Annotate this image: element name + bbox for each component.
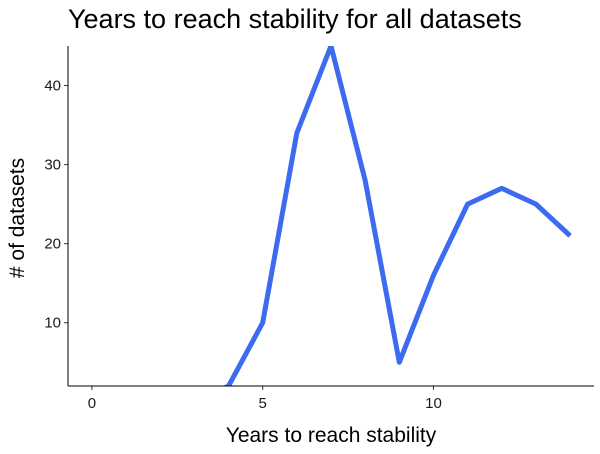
x-tick-label: 0 — [88, 395, 96, 412]
y-axis-label: # of datasets — [6, 157, 29, 279]
y-tick-label: 40 — [44, 78, 61, 95]
series-layer — [222, 46, 572, 386]
chart-title: Years to reach stability for all dataset… — [68, 4, 522, 34]
x-tick-label: 10 — [425, 395, 442, 412]
x-axis-ticks: 0 5 10 — [88, 386, 442, 412]
x-tick-label: 5 — [259, 395, 267, 412]
y-tick-label: 20 — [44, 236, 61, 253]
y-axis-ticks: 10 20 30 40 — [44, 78, 68, 332]
y-tick-label: 30 — [44, 157, 61, 174]
x-axis-label: Years to reach stability — [225, 424, 437, 447]
y-tick-label: 10 — [44, 315, 61, 332]
series-line — [222, 46, 572, 386]
